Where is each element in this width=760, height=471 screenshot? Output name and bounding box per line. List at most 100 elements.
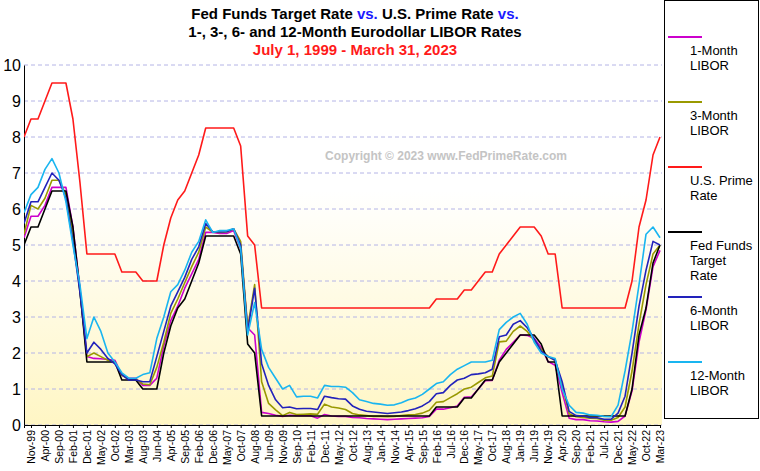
series-line: [24, 159, 660, 417]
legend-swatch: [668, 101, 702, 103]
y-axis: 012345678910: [3, 57, 24, 434]
legend-label: 6-MonthLIBOR: [690, 303, 738, 333]
y-axis-line: [24, 66, 25, 426]
x-tick-mark: [213, 425, 214, 428]
x-tick: Jan-19: [514, 425, 526, 462]
x-tick-mark: [311, 425, 312, 428]
legend-swatch: [668, 36, 702, 38]
grid-line: [24, 209, 662, 210]
x-tick: Dec-01: [81, 425, 93, 464]
x-tick-label: Jan-14: [375, 430, 387, 462]
x-tick: Jul-21: [598, 425, 610, 459]
x-tick-label: Nov-19: [542, 430, 554, 464]
x-tick: Aug-03: [137, 425, 149, 464]
legend-label-line: Target: [690, 253, 727, 268]
x-tick-mark: [450, 425, 451, 428]
title-part: vs.: [498, 5, 519, 22]
legend-label-line: Fed Funds: [690, 238, 753, 253]
x-tick: May-22: [626, 425, 638, 465]
x-tick: Dec-21: [612, 425, 624, 464]
x-tick-mark: [171, 425, 172, 428]
y-tick: 5: [12, 237, 24, 254]
x-tick-label: Jun-19: [528, 430, 540, 462]
x-tick: Apr-20: [556, 425, 568, 462]
x-tick-mark: [255, 425, 256, 428]
y-tick-label: 1: [12, 381, 21, 398]
series-line: [24, 180, 660, 420]
x-tick-label: Aug-03: [137, 430, 149, 464]
x-tick-label: May-22: [626, 430, 638, 465]
x-tick-mark: [380, 425, 381, 428]
x-tick-mark: [143, 425, 144, 428]
title: Fed Funds Target Rate vs. U.S. Prime Rat…: [191, 5, 518, 22]
x-tick-label: Feb-11: [305, 430, 317, 463]
x-tick: Sep-20: [570, 425, 582, 464]
x-tick-label: Jun-04: [151, 430, 163, 462]
x-tick-mark: [548, 425, 549, 428]
x-tick-mark: [632, 425, 633, 428]
x-tick-label: Apr-15: [403, 430, 415, 462]
x-tick: Apr-15: [403, 425, 415, 462]
legend-swatch: [668, 296, 702, 298]
x-tick-label: Nov-99: [25, 430, 37, 464]
y-tick: 1: [12, 381, 24, 398]
y-tick-label: 9: [12, 93, 21, 110]
x-tick-mark: [185, 425, 186, 428]
x-tick-mark: [464, 425, 465, 428]
x-tick-mark: [604, 425, 605, 428]
y-tick-label: 4: [12, 273, 21, 290]
x-tick-label: Dec-11: [319, 430, 331, 463]
x-tick-mark: [534, 425, 535, 428]
x-tick-label: Feb-16: [431, 430, 443, 463]
legend-label-line: 12-Month: [690, 368, 745, 383]
x-tick: Sep-05: [179, 425, 191, 464]
series-line: [24, 191, 660, 416]
x-tick-mark: [87, 425, 88, 428]
x-tick: Sep-00: [53, 425, 65, 464]
legend-label: Fed FundsTargetRate: [690, 238, 753, 283]
title-part: Fed Funds Target Rate: [191, 5, 357, 22]
x-tick: Jun-19: [528, 425, 540, 462]
x-tick: Nov-19: [542, 425, 554, 464]
x-tick-mark: [45, 425, 46, 428]
x-axis: Nov-99Apr-00Sep-00Feb-01Dec-01May-02Oct-…: [25, 425, 667, 465]
x-tick-mark: [478, 425, 479, 428]
x-tick: May-02: [95, 425, 107, 465]
x-tick-label: Sep-20: [570, 430, 582, 464]
x-tick-label: Aug-13: [361, 430, 373, 464]
x-tick-label: Oct-12: [347, 430, 359, 462]
legend-label-line: 1-Month: [690, 43, 738, 58]
legend-label: 1-MonthLIBOR: [690, 43, 738, 73]
chart-container: 012345678910Nov-99Apr-00Sep-00Feb-01Dec-…: [0, 0, 760, 471]
x-tick-label: Sep-10: [291, 430, 303, 464]
series-line: [24, 83, 660, 308]
x-tick-mark: [283, 425, 284, 428]
x-tick: Feb-21: [584, 425, 596, 463]
x-tick: May-17: [472, 425, 484, 465]
x-tick-label: Jan-19: [514, 430, 526, 462]
x-tick: Feb-11: [305, 425, 317, 463]
x-tick: Mar-23: [654, 425, 666, 463]
x-tick-label: Sep-00: [53, 430, 65, 464]
x-tick-mark: [520, 425, 521, 428]
y-tick: 2: [12, 345, 24, 362]
y-tick-label: 8: [12, 129, 21, 146]
x-tick: Oct-07: [235, 425, 247, 462]
x-tick-mark: [339, 425, 340, 428]
y-tick: 10: [3, 57, 24, 74]
x-tick: Nov-09: [277, 425, 289, 464]
x-tick-mark: [562, 425, 563, 428]
x-tick-label: Oct-02: [109, 430, 121, 462]
legend-label-line: LIBOR: [690, 383, 729, 398]
y-tick: 4: [12, 273, 24, 290]
x-tick-label: Jul-21: [598, 430, 610, 459]
grid-line: [24, 353, 662, 354]
x-tick-mark: [241, 425, 242, 428]
x-tick-label: Apr-05: [165, 430, 177, 462]
x-tick-label: Mar-23: [654, 430, 666, 463]
x-tick-mark: [646, 425, 647, 428]
x-tick: Jan-14: [375, 425, 387, 462]
grid-line: [24, 281, 662, 282]
x-tick: Sep-10: [291, 425, 303, 464]
series-line: [24, 173, 660, 419]
